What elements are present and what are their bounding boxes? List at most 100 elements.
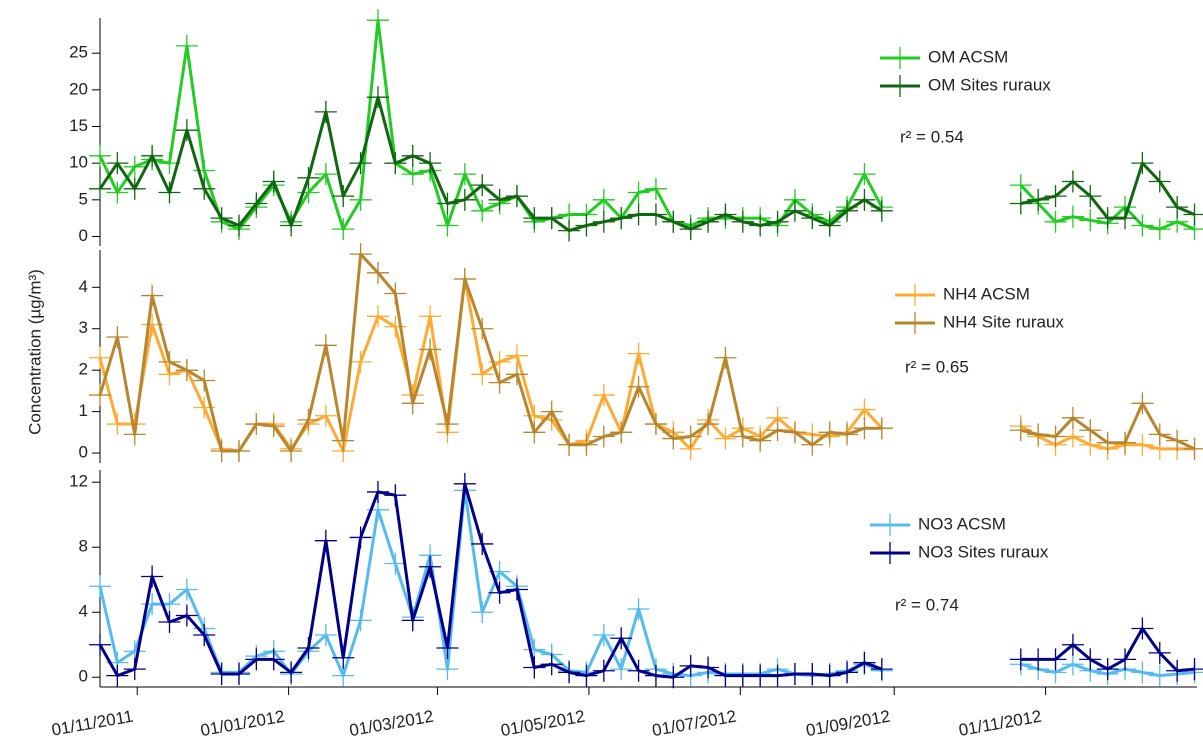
marker <box>1166 429 1189 452</box>
marker <box>158 610 181 633</box>
y-tick-label: 3 <box>79 318 88 337</box>
marker <box>1114 207 1137 230</box>
marker <box>592 188 615 211</box>
marker <box>332 185 355 208</box>
marker <box>349 243 372 266</box>
legend-marker <box>879 514 901 536</box>
marker <box>384 552 407 575</box>
marker <box>853 398 876 421</box>
y-axis-label: Concentration (µg/m³) <box>25 269 44 435</box>
marker <box>280 214 303 237</box>
marker <box>1131 617 1154 640</box>
marker <box>123 177 146 200</box>
marker <box>1183 203 1203 226</box>
marker <box>1061 653 1084 676</box>
marker <box>280 439 303 462</box>
marker <box>749 214 772 237</box>
marker <box>505 578 528 601</box>
legend-marker <box>904 312 926 334</box>
marker <box>627 597 650 620</box>
annotation: r² = 0.54 <box>900 127 964 146</box>
marker <box>141 144 164 167</box>
x-tick-label: 01/09/2012 <box>805 707 892 740</box>
marker <box>488 371 511 394</box>
marker <box>1096 658 1119 681</box>
y-tick-label: 20 <box>69 79 88 98</box>
marker <box>106 664 129 687</box>
marker <box>610 627 633 650</box>
marker <box>801 662 824 685</box>
marker <box>1079 185 1102 208</box>
marker <box>384 484 407 507</box>
marker <box>280 661 303 684</box>
marker <box>1131 152 1154 175</box>
marker <box>471 174 494 197</box>
marker <box>714 346 737 369</box>
marker <box>836 661 859 684</box>
marker <box>314 163 337 186</box>
marker <box>297 166 320 189</box>
marker <box>662 666 685 689</box>
marker <box>1027 188 1050 211</box>
marker <box>679 654 702 677</box>
x-tick-label: 01/11/2012 <box>957 707 1043 740</box>
marker <box>1131 433 1154 456</box>
marker <box>384 315 407 338</box>
marker <box>853 188 876 211</box>
legend-label: NH4 ACSM <box>943 284 1030 303</box>
marker <box>1027 423 1050 446</box>
marker <box>141 565 164 588</box>
marker <box>401 392 424 415</box>
marker <box>193 623 216 646</box>
marker <box>366 261 389 284</box>
marker <box>818 421 841 444</box>
marker <box>662 210 685 233</box>
marker <box>1061 170 1084 193</box>
marker <box>505 185 528 208</box>
marker <box>818 214 841 237</box>
marker <box>1061 205 1084 228</box>
marker <box>366 86 389 109</box>
marker <box>523 656 546 679</box>
marker <box>89 384 111 407</box>
marker <box>1131 661 1154 684</box>
marker <box>853 651 876 674</box>
marker <box>1114 648 1137 671</box>
series-line <box>98 488 883 678</box>
legend-label: NH4 Site ruraux <box>943 312 1064 331</box>
marker <box>1166 659 1189 682</box>
marker <box>106 326 129 349</box>
y-tick-label: 15 <box>69 116 88 135</box>
marker <box>227 214 250 237</box>
legend-marker <box>889 75 911 97</box>
marker <box>1009 192 1032 215</box>
marker <box>592 623 615 646</box>
marker <box>505 363 528 386</box>
marker <box>158 350 181 373</box>
marker <box>262 415 285 438</box>
marker <box>384 152 407 175</box>
marker <box>419 338 442 361</box>
x-tick-label: 01/03/2012 <box>348 707 435 740</box>
marker <box>749 429 772 452</box>
x-tick-label: 01/05/2012 <box>499 707 586 740</box>
y-tick-label: 0 <box>79 667 88 686</box>
marker <box>662 427 685 450</box>
marker <box>366 305 389 328</box>
marker <box>436 658 459 681</box>
marker <box>679 218 702 241</box>
y-tick-label: 8 <box>79 537 88 556</box>
marker <box>575 664 598 687</box>
series-line <box>98 18 884 231</box>
marker <box>245 192 268 215</box>
marker <box>419 152 442 175</box>
marker <box>401 609 424 632</box>
marker <box>870 199 893 222</box>
marker <box>314 404 337 427</box>
marker <box>610 421 633 444</box>
marker <box>193 177 216 200</box>
marker <box>679 425 702 448</box>
marker <box>540 400 563 423</box>
marker <box>332 646 355 669</box>
marker <box>158 181 181 204</box>
